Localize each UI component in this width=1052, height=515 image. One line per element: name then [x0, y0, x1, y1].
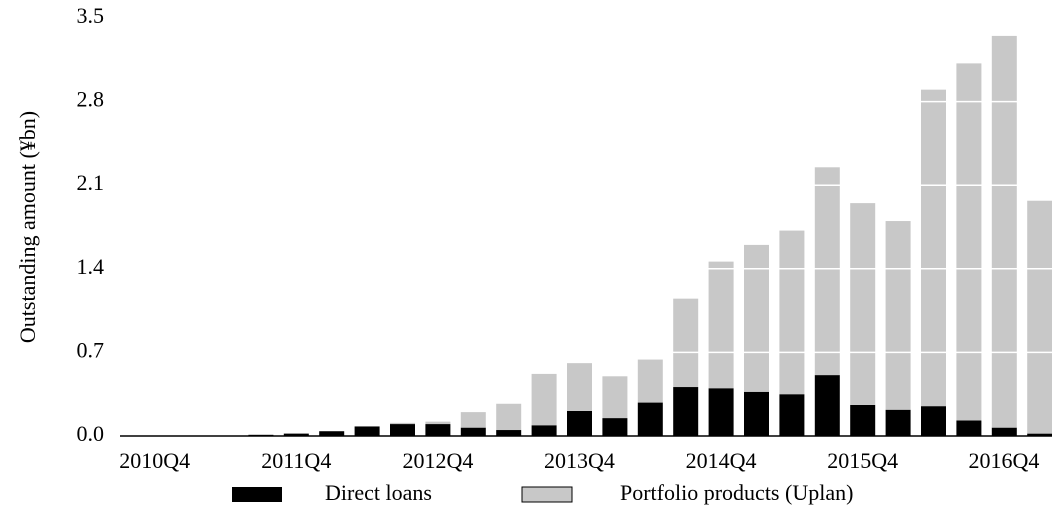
- legend-label: Direct loans: [325, 480, 432, 505]
- x-tick-label: 2010Q4: [119, 448, 190, 473]
- bar-segment: [779, 230, 805, 395]
- bar-segment: [1027, 200, 1052, 434]
- bar-segment: [885, 221, 911, 410]
- bar-segment: [567, 363, 592, 411]
- bar-segment: [956, 420, 982, 436]
- bar-segment: [425, 421, 451, 425]
- bar-segment: [390, 424, 415, 436]
- bar-segment: [1027, 433, 1052, 436]
- bar-segment: [637, 359, 663, 403]
- bar-segment: [921, 89, 946, 407]
- x-tick-label: 2011Q4: [261, 448, 331, 473]
- bar-segment: [460, 412, 486, 428]
- bar-segment: [814, 375, 840, 436]
- bar-segment: [744, 244, 769, 392]
- bar-segment: [708, 261, 734, 389]
- bar-segment: [850, 203, 876, 405]
- y-tick-label: 2.1: [77, 170, 105, 195]
- bar-segment: [744, 391, 769, 436]
- bar-segment: [425, 424, 451, 436]
- x-tick-label: 2016Q4: [969, 448, 1040, 473]
- x-tick-label: 2013Q4: [544, 448, 615, 473]
- bar-segment: [779, 394, 805, 436]
- bar-segment: [602, 418, 628, 436]
- bar-segment: [460, 427, 486, 436]
- y-tick-label: 3.5: [77, 3, 105, 28]
- bar-segment: [602, 376, 628, 419]
- bar-segment: [673, 387, 699, 436]
- x-tick-label: 2012Q4: [402, 448, 473, 473]
- y-axis-label: Outstanding amount (¥bn): [15, 111, 40, 343]
- bar-segment: [708, 388, 734, 436]
- bar-segment: [531, 373, 557, 426]
- y-tick-label: 1.4: [77, 254, 105, 279]
- bar-segment: [283, 433, 309, 436]
- bar-segment: [673, 298, 699, 388]
- bar-segment: [496, 430, 522, 436]
- legend-label: Portfolio products (Uplan): [620, 480, 853, 505]
- legend-swatch: [232, 487, 282, 502]
- bar-segment: [991, 35, 1017, 428]
- bar-segment: [496, 403, 522, 431]
- bar-segment: [531, 425, 557, 436]
- bar-segment: [319, 431, 345, 436]
- bar-segment: [814, 167, 840, 376]
- bar-segment: [637, 402, 663, 436]
- y-tick-label: 0.7: [77, 337, 105, 362]
- bar-segment: [567, 410, 592, 436]
- bar-segment: [991, 427, 1017, 436]
- bar-segment: [850, 404, 876, 436]
- y-tick-label: 2.8: [77, 87, 105, 112]
- y-tick-label: 0.0: [77, 421, 105, 446]
- legend-swatch: [521, 486, 573, 503]
- x-tick-label: 2014Q4: [686, 448, 757, 473]
- bar-segment: [354, 426, 380, 436]
- bar-segment: [956, 63, 982, 421]
- bar-segment: [921, 406, 946, 436]
- bar-segment: [390, 422, 415, 425]
- x-tick-label: 2015Q4: [827, 448, 898, 473]
- bar-segment: [885, 409, 911, 436]
